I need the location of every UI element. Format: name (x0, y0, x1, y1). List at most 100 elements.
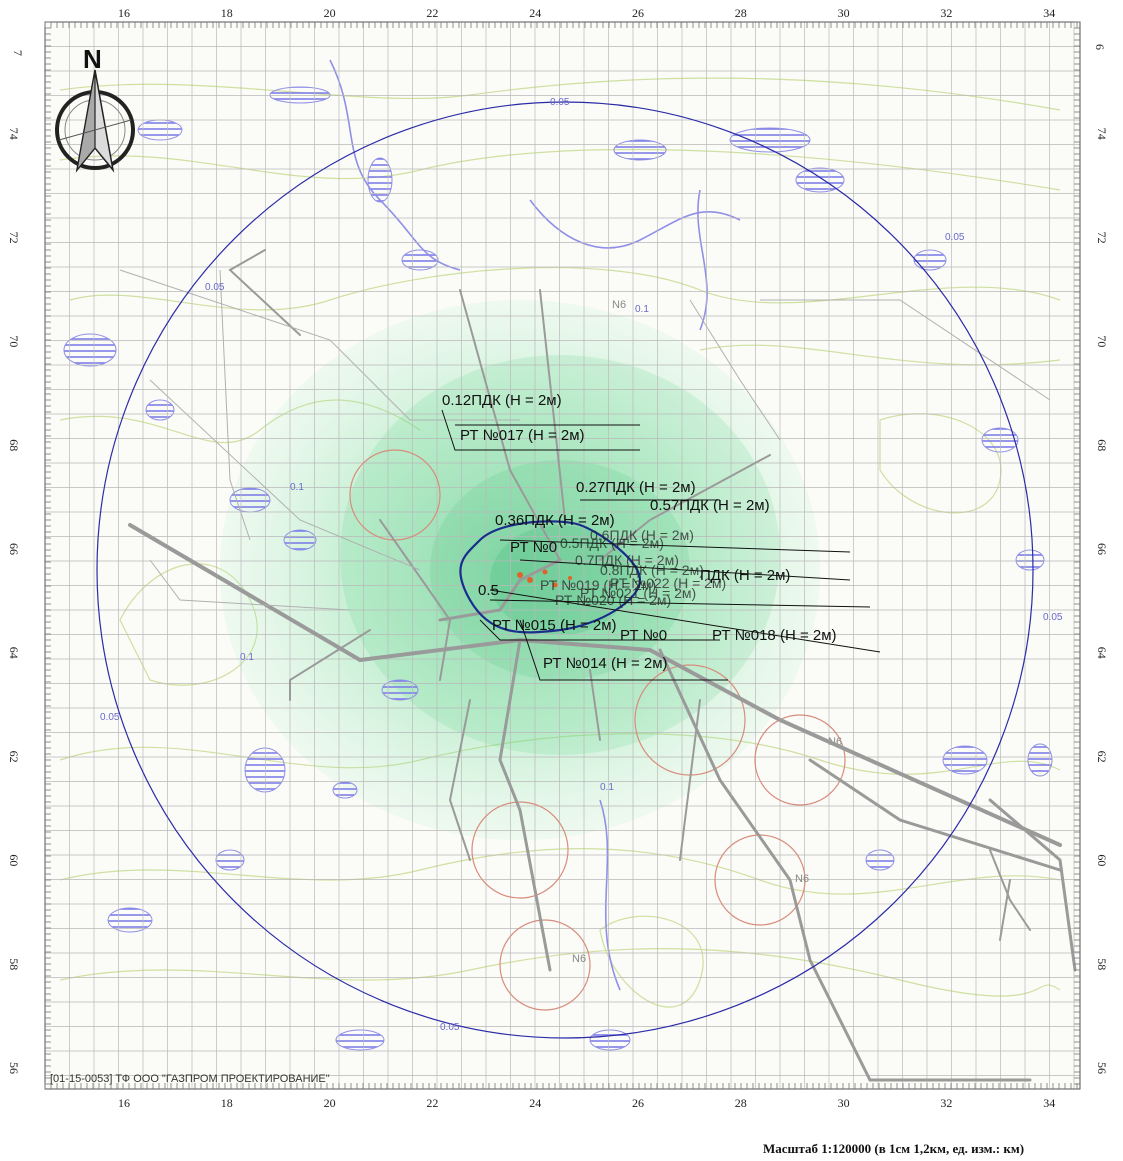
y-tick-label: 62 (7, 751, 21, 763)
x-tick-label: 34 (1043, 6, 1055, 20)
y-tick-label: 74 (1095, 128, 1109, 140)
zone-circles (349, 449, 846, 1011)
y-tick-label: 58 (7, 958, 21, 970)
svg-text:0.7ПДК (Н = 2м): 0.7ПДК (Н = 2м) (575, 552, 679, 568)
north-arrow-icon: N (55, 44, 135, 173)
contour-label: 0.05 (100, 712, 120, 723)
y-tick-label: 68 (7, 439, 21, 451)
annotation-label: РТ №018 (Н = 2м) (712, 627, 837, 644)
x-tick-label: 26 (632, 6, 644, 20)
contour-label: 0.05 (945, 232, 965, 243)
annotation-labels: 0.12ПДК (Н = 2м) РТ №017 (Н = 2м) 0.27ПД… (442, 392, 837, 672)
svg-text:РТ №021 (Н = 2м): РТ №021 (Н = 2м) (580, 585, 696, 601)
roads (128, 249, 1077, 1082)
x-tick-label: 24 (529, 1096, 541, 1110)
x-tick-label: 32 (940, 6, 952, 20)
outer-isoline-circle (96, 101, 1034, 1039)
x-tick-label: 16 (118, 1096, 130, 1110)
x-tick-label: 18 (221, 1096, 233, 1110)
x-axis-bottom-labels: 16 18 20 22 24 26 28 30 32 34 (118, 1096, 1055, 1110)
contour-label: 0.1 (240, 652, 254, 663)
frame-ticks (44, 21, 1080, 1089)
annotation-label: РТ №0 (620, 627, 667, 644)
svg-text:0.8ПДК (Н = 2м): 0.8ПДК (Н = 2м) (600, 562, 704, 578)
annotation-label: РТ №0 (510, 539, 557, 556)
zone-label: N6 (795, 873, 809, 885)
coordinate-grid (44, 21, 1080, 1089)
svg-text:РТ №020 (Н = 2м): РТ №020 (Н = 2м) (555, 592, 671, 608)
svg-text:РТ №022 (Н = 2м): РТ №022 (Н = 2м) (610, 575, 726, 591)
y-tick-label: 58 (1095, 958, 1109, 970)
y-axis-right-corner-label: 6 (1093, 44, 1107, 50)
dispersion-plume (220, 300, 820, 840)
source-points (517, 569, 572, 588)
annotation-label: 0.36ПДК (Н = 2м) (495, 512, 615, 529)
svg-text:0.6ПДК (Н = 2м): 0.6ПДК (Н = 2м) (590, 527, 694, 543)
annotation-label: 0.27ПДК (Н = 2м) (576, 479, 696, 496)
y-tick-label: 72 (1095, 232, 1109, 244)
y-axis-left-labels: 56 58 60 62 64 66 68 70 72 74 (7, 128, 21, 1074)
annotation-label: РТ №015 (Н = 2м) (492, 617, 617, 634)
y-axis-right-labels: 56 58 60 62 64 66 68 70 72 74 (1095, 128, 1109, 1074)
contour-label: 0.1 (290, 482, 304, 493)
y-tick-label: 70 (1095, 335, 1109, 347)
x-tick-label: 30 (838, 6, 850, 20)
x-tick-label: 28 (735, 1096, 747, 1110)
annotation-label: РТ №014 (Н = 2м) (543, 655, 668, 672)
annotation-label: 0.12ПДК (Н = 2м) (442, 392, 562, 409)
y-tick-label: 56 (7, 1062, 21, 1074)
contour-label: 0.05 (440, 1022, 460, 1033)
annotation-leaders (441, 409, 881, 681)
overlapping-labels-cluster: 0.5ПДК (Н = 2м) 0.6ПДК (Н = 2м) 0.7ПДК (… (540, 527, 726, 608)
y-tick-label: 64 (7, 647, 21, 659)
x-tick-label: 20 (324, 6, 336, 20)
y-tick-label: 60 (7, 854, 21, 866)
x-tick-label: 28 (735, 6, 747, 20)
y-tick-label: 66 (7, 543, 21, 555)
annotation-label: 0.5 (478, 582, 499, 599)
y-tick-label: 70 (7, 335, 21, 347)
north-letter: N (83, 44, 102, 74)
zone-label: N6 (612, 299, 626, 311)
x-tick-label: 22 (426, 1096, 438, 1110)
contour-label: 0.05 (550, 97, 570, 108)
zone-label: N6 (572, 953, 586, 965)
contour-label: 0.1 (600, 782, 614, 793)
zone-circle-labels: N6 N6 N6 N6 (572, 299, 842, 965)
x-tick-label: 26 (632, 1096, 644, 1110)
x-tick-label: 16 (118, 6, 130, 20)
annotation-label: ПДК (Н = 2м) (700, 567, 790, 584)
y-tick-label: 60 (1095, 854, 1109, 866)
map-scale-text: Масштаб 1:120000 (в 1см 1,2км, ед. изм.:… (763, 1141, 1024, 1156)
contour-label: 0.1 (635, 304, 649, 315)
annotation-label: РТ №017 (Н = 2м) (460, 427, 585, 444)
y-tick-label: 56 (1095, 1062, 1109, 1074)
y-tick-label: 74 (7, 128, 21, 140)
organization-stamp: [01-15-0053] ТФ ООО "ГАЗПРОМ ПРОЕКТИРОВА… (50, 1073, 330, 1085)
inner-isoline (459, 520, 642, 634)
x-tick-label: 34 (1043, 1096, 1055, 1110)
y-axis-left-corner-label: 7 (11, 50, 25, 56)
contour-label: 0.05 (1043, 612, 1063, 623)
svg-text:РТ №019 (Н = 2м): РТ №019 (Н = 2м) (540, 577, 656, 593)
minor-lines (119, 269, 1051, 611)
y-tick-label: 64 (1095, 647, 1109, 659)
y-tick-label: 62 (1095, 751, 1109, 763)
contour-value-labels: 0.05 0.05 0.05 0.05 0.1 0.1 0.1 0.1 0.05… (100, 97, 1063, 1033)
x-axis-top-labels: 16 18 20 22 24 26 28 30 32 34 (118, 6, 1055, 20)
x-tick-label: 18 (221, 6, 233, 20)
annotation-label: 0.57ПДК (Н = 2м) (650, 497, 770, 514)
svg-text:0.5ПДК (Н = 2м): 0.5ПДК (Н = 2м) (560, 535, 664, 551)
y-tick-label: 66 (1095, 543, 1109, 555)
x-tick-label: 20 (324, 1096, 336, 1110)
y-tick-label: 72 (7, 232, 21, 244)
y-tick-label: 68 (1095, 439, 1109, 451)
x-tick-label: 22 (426, 6, 438, 20)
contour-label: 0.05 (205, 282, 225, 293)
x-tick-label: 32 (940, 1096, 952, 1110)
map-frame (44, 21, 1081, 1090)
x-tick-label: 24 (529, 6, 541, 20)
terrain-contours (59, 77, 1061, 1008)
x-tick-label: 30 (838, 1096, 850, 1110)
